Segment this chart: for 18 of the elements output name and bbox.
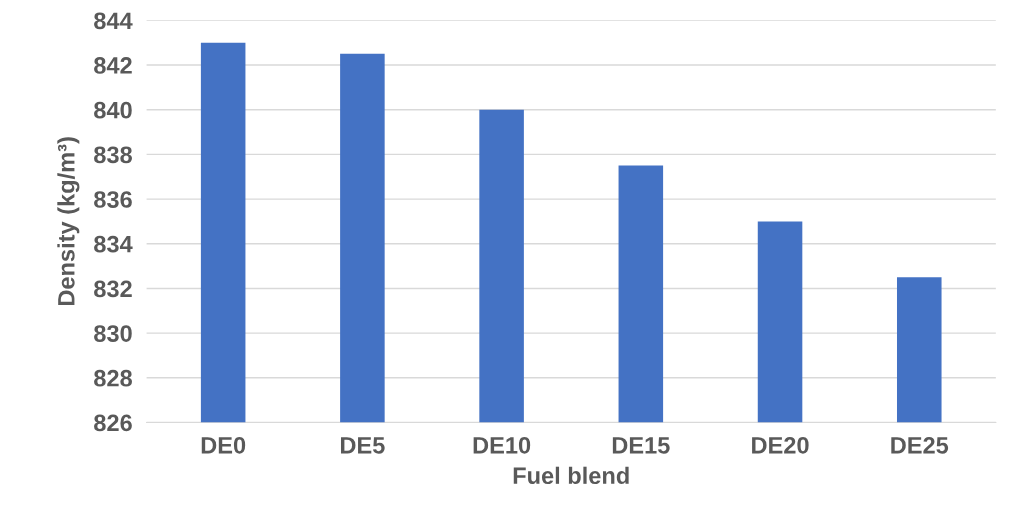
y-tick-label: 840 xyxy=(94,101,132,119)
x-tick-label: DE5 xyxy=(341,437,385,454)
y-tick-label: 844 xyxy=(94,12,133,30)
x-tick-label: DE0 xyxy=(201,436,246,454)
x-tick-label: DE20 xyxy=(752,436,809,454)
y-tick-label: 826 xyxy=(94,414,132,432)
y-tick-label: 842 xyxy=(94,57,132,74)
x-tick-label: DE25 xyxy=(891,436,949,454)
y-tick-label: 832 xyxy=(94,280,132,298)
x-axis-title: Fuel blend xyxy=(513,466,629,485)
y-tick-label: 828 xyxy=(94,369,132,387)
x-tick-label: DE15 xyxy=(612,437,670,454)
y-tick-label: 838 xyxy=(94,146,132,164)
y-tick-label: 830 xyxy=(94,325,132,342)
y-axis-title: Density (kg/m³) xyxy=(57,137,80,306)
y-tick-label: 834 xyxy=(94,235,133,253)
x-tick-label: DE10 xyxy=(473,436,531,454)
y-tick-label: 836 xyxy=(94,191,132,208)
